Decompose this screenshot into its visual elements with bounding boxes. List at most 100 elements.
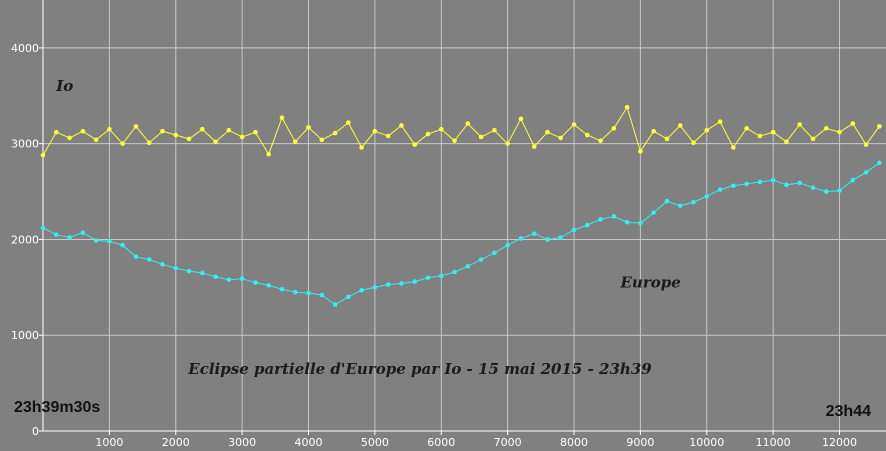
series-europe-point — [292, 289, 298, 295]
series-io-point — [186, 136, 192, 142]
series-europe-point — [850, 177, 856, 183]
series-europe-point — [518, 236, 524, 241]
series-io-point — [704, 127, 710, 133]
series-europe-point — [731, 183, 736, 189]
series-io-label: Io — [55, 77, 73, 95]
series-europe-point — [770, 177, 776, 183]
series-europe-point — [146, 257, 152, 262]
axes: 1000 2000 3000 4000 5000 6000 7000 8000 9000 1000… — [11, 0, 886, 449]
series-europe-point — [611, 214, 617, 219]
grid — [43, 0, 886, 431]
series-europe-point — [200, 270, 205, 276]
x-tick-label: 10000 — [689, 436, 724, 449]
series-europe-point — [452, 269, 457, 275]
series-io-point — [332, 130, 338, 136]
series-io-point — [757, 133, 763, 139]
x-tick-label: 11000 — [756, 436, 791, 449]
series-europe-point — [40, 225, 46, 231]
series-io-point — [452, 138, 457, 144]
series-europe-point — [797, 180, 803, 186]
series-io-point — [412, 142, 418, 147]
series-io-point — [624, 104, 630, 110]
y-tick-label: 0 — [32, 425, 39, 438]
series-io-point — [664, 136, 670, 142]
series-europe-point — [478, 257, 484, 262]
series-layer: Io Europe — [40, 77, 882, 307]
series-io-point — [279, 115, 285, 121]
x-tick-label: 8000 — [560, 436, 588, 449]
series-io-point — [292, 139, 298, 145]
series-europe-point — [677, 203, 683, 209]
series-europe-point — [359, 287, 364, 293]
series-europe-point — [93, 238, 99, 243]
series-io-point — [465, 121, 471, 126]
series-europe-point — [332, 302, 338, 307]
series-io-point — [359, 145, 364, 150]
x-tick-label: 6000 — [427, 436, 455, 449]
start-time-label: 23h39m30s — [14, 399, 100, 416]
series-io-point — [40, 152, 46, 158]
series-europe-point — [877, 160, 882, 166]
y-tick-label: 3000 — [11, 138, 39, 151]
series-europe-point — [664, 198, 670, 204]
series-io-point — [146, 140, 152, 146]
series-io-point — [133, 124, 139, 129]
series-io-point — [385, 133, 391, 139]
series-europe-point — [80, 230, 86, 236]
series-io-point — [677, 123, 683, 128]
x-tick-label: 7000 — [494, 436, 522, 449]
series-europe-point — [624, 219, 630, 225]
series-io-point — [438, 127, 444, 132]
series-io-point — [239, 134, 245, 140]
series-io-point — [425, 131, 431, 137]
x-tick-label: 2000 — [162, 436, 190, 449]
series-europe-point — [823, 189, 829, 194]
series-io-point — [863, 142, 869, 147]
y-tick-label: 4000 — [11, 42, 39, 55]
series-europe-point — [279, 286, 285, 292]
series-io-point — [877, 124, 882, 129]
series-io-point — [505, 141, 510, 146]
series-io-point — [319, 137, 325, 143]
series-europe-point — [173, 265, 179, 271]
series-io-point — [545, 129, 550, 135]
x-tick-label: 12000 — [822, 436, 857, 449]
series-io-point — [584, 132, 590, 138]
series-europe-point — [744, 181, 749, 187]
chart-title: Eclipse partielle d'Europe par Io - 15 m… — [187, 360, 652, 378]
series-europe-point — [186, 268, 192, 274]
series-io-point — [744, 126, 749, 131]
series-europe-point — [399, 281, 404, 286]
series-io-point — [120, 141, 125, 146]
series-europe-point — [651, 210, 656, 215]
x-tick-label: 4000 — [295, 436, 323, 449]
x-tick-label: 3000 — [228, 436, 256, 449]
series-europe-point — [558, 235, 564, 240]
series-europe-point — [598, 217, 603, 222]
series-europe-point — [717, 187, 723, 192]
series-europe-point — [120, 242, 125, 248]
series-europe-point — [757, 179, 763, 185]
series-europe-point — [465, 263, 471, 269]
series-io-point — [691, 140, 696, 146]
series-io-point — [823, 126, 829, 131]
series-io-point — [266, 151, 271, 157]
series-io-point — [717, 119, 723, 124]
series-europe-point — [372, 285, 378, 290]
y-tick-label: 1000 — [11, 329, 39, 342]
series-europe-point — [239, 276, 245, 282]
series-io-point — [518, 116, 524, 122]
series-io-point — [731, 145, 736, 150]
series-europe-label: Europe — [619, 273, 680, 291]
series-io-point — [611, 126, 617, 131]
series-io-point — [638, 149, 643, 154]
series-io-point — [770, 129, 776, 135]
series-europe-point — [160, 262, 165, 267]
series-io-point — [160, 128, 165, 134]
series-europe-point — [67, 235, 72, 240]
series-europe-point — [438, 273, 444, 279]
series-io-point — [93, 137, 99, 143]
series-europe-point — [306, 290, 311, 296]
series-europe-point — [425, 275, 431, 281]
